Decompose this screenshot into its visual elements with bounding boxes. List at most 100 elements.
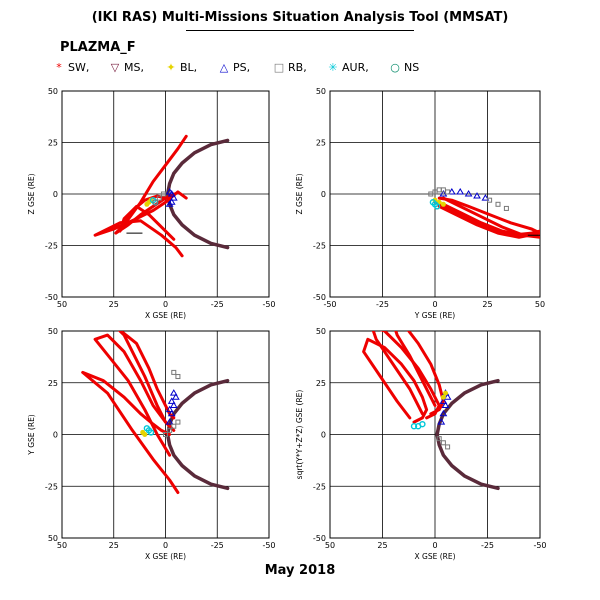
magnetopause-boundary [435, 378, 500, 491]
aur-marker [143, 425, 151, 432]
x-tick-label: 25 [377, 541, 387, 550]
data-layer [81, 331, 230, 494]
ps-marker [447, 187, 456, 195]
bl-marker [443, 390, 448, 396]
ps-marker [167, 409, 176, 417]
orbit-loop-3 [441, 196, 540, 239]
x-tick-label: 0 [163, 300, 168, 309]
y-axis-label: sqrt(Y*Y+Z*Z) GSE (RE) [295, 390, 304, 480]
rb-marker [156, 195, 162, 201]
aur-marker [410, 423, 418, 430]
y-tick-label: -25 [313, 482, 326, 491]
ps-marker [169, 401, 178, 409]
rb-marker [487, 197, 493, 203]
x-tick-label: 50 [535, 300, 545, 309]
rb-marker [160, 191, 166, 197]
legend: * SW, ▽ MS, ✦ BL, △ PS, □ RB, ✳ AUR, ○ NS [52, 61, 600, 81]
legend-label-rb: RB, [288, 61, 307, 74]
rb-marker [175, 419, 181, 425]
legend-item-ms: ▽ MS, [108, 61, 144, 74]
legend-label-ms: MS, [124, 61, 144, 74]
y-tick-label: -50 [313, 534, 326, 543]
y-axis-label: Z GSE (RE) [27, 173, 36, 214]
rb-marker [503, 205, 509, 211]
x-tick-label: 50 [325, 541, 335, 550]
ps-marker [437, 418, 446, 425]
ps-marker [165, 200, 174, 207]
y-tick-label: 0 [53, 431, 58, 440]
rb-marker [163, 432, 168, 437]
y-tick-label: 50 [316, 327, 326, 336]
ps-marker [464, 190, 473, 197]
ps-marker [165, 405, 174, 413]
y-tick-label: 25 [316, 379, 326, 388]
rb-marker [436, 436, 442, 442]
orbit-loop-2 [437, 196, 540, 239]
ns-symbol-icon: ○ [390, 61, 400, 74]
y-tick-label: 50 [48, 327, 58, 336]
x-tick-label: 50 [57, 300, 67, 309]
rb-marker [445, 189, 451, 195]
y-tick-label: 25 [48, 139, 58, 148]
data-layer [362, 331, 500, 491]
x-tick-label: -50 [323, 300, 336, 309]
ps-marker [443, 393, 452, 400]
aur-symbol-icon: ✳ [328, 61, 338, 74]
y-tick-label: 50 [316, 87, 326, 96]
ps-marker [439, 190, 448, 197]
x-tick-label: 0 [432, 300, 437, 309]
y-tick-label: -25 [313, 242, 326, 251]
bl-marker [140, 429, 146, 435]
orbit-loop-3 [117, 331, 176, 424]
y-tick-label: 0 [53, 190, 58, 199]
ps-marker [171, 393, 180, 400]
y-tick-label: -50 [313, 293, 326, 302]
ps-marker [165, 418, 174, 425]
orbit-loop-1 [362, 337, 429, 424]
x-tick-label: 0 [432, 541, 437, 550]
rb-marker [445, 444, 451, 450]
rb-marker [440, 440, 446, 446]
rb-marker [167, 427, 173, 433]
x-tick-label: -50 [533, 541, 546, 550]
x-tick-label: 50 [57, 541, 67, 550]
chart-panel-4: 50 25 0 -25 -50 -50 -25 0 25 50 X GSE (RE) sqrt(Y*Y… [295, 327, 547, 561]
legend-item-rb: □ RB, [272, 61, 307, 74]
rb-marker [152, 199, 158, 205]
ps-symbol-icon: △ [219, 61, 229, 74]
data-layer [428, 187, 540, 239]
x-axis-label: X GSE (RE) [145, 311, 186, 320]
legend-label-bl: BL, [180, 61, 198, 74]
y-axis-label: Z GSE (RE) [295, 173, 304, 214]
y-tick-label: 50 [48, 87, 58, 96]
bl-symbol-icon: ✦ [166, 61, 176, 74]
aur-marker [433, 203, 441, 210]
y-tick-label: 0 [321, 431, 326, 440]
legend-item-ps: △ PS, [217, 61, 250, 74]
rb-marker [175, 374, 181, 380]
ps-marker [441, 401, 450, 409]
ps-marker [167, 397, 176, 404]
orbit-loop-1 [81, 370, 180, 494]
y-tick-label: 50 [48, 534, 58, 543]
y-tick-label: -50 [45, 293, 58, 302]
legend-label-ns: NS [404, 61, 420, 74]
legend-item-ns: ○ NS [388, 61, 419, 74]
orbit-loop-2 [371, 331, 441, 420]
ps-marker [167, 190, 176, 197]
rb-symbol-icon: □ [273, 61, 285, 74]
x-axis-label: X GSE (RE) [145, 552, 186, 561]
ps-marker [439, 397, 448, 404]
chart-panel-3: 50 25 0 -25 -50 50 -25 0 25 50 X GSE (RE) Y GSE (RE… [27, 327, 276, 561]
ms-symbol-icon: ▽ [110, 61, 120, 74]
x-tick-label: 25 [109, 541, 119, 550]
x-axis-label: Y GSE (RE) [414, 311, 456, 320]
footer-date: May 2018 [264, 563, 336, 578]
x-tick-label: -25 [211, 541, 224, 550]
rb-marker [171, 423, 177, 429]
y-axis-label: Y GSE (RE) [27, 414, 36, 456]
satellite-name: PLAZMA_F [60, 40, 136, 55]
ps-marker [169, 389, 178, 396]
